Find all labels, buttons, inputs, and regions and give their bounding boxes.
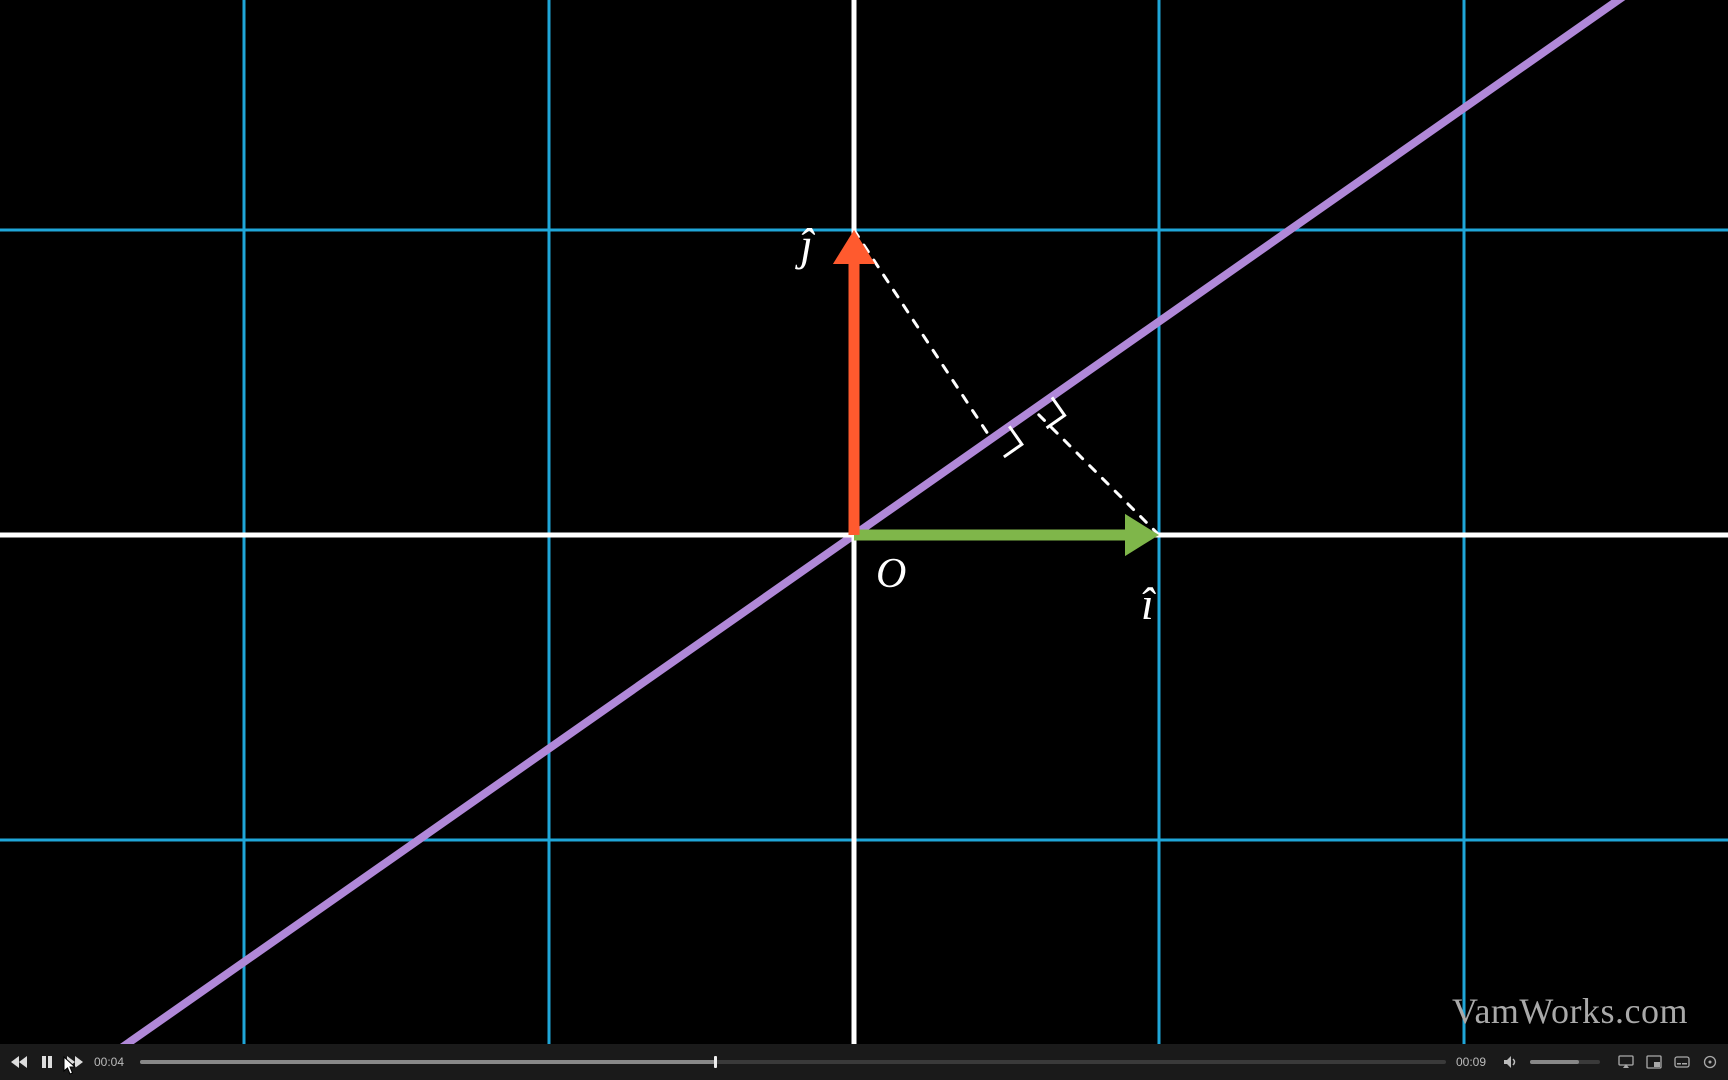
current-time: 00:04 <box>94 1055 130 1069</box>
video-frame: O î ĵ VamWorks.com 00:04 00:09 <box>0 0 1728 1080</box>
progress-knob[interactable] <box>714 1056 717 1068</box>
player-bar: 00:04 00:09 <box>0 1044 1728 1080</box>
subtitle-icon[interactable] <box>1674 1054 1690 1070</box>
fullscreen-icon[interactable] <box>1702 1054 1718 1070</box>
progress-bar[interactable] <box>140 1060 1446 1064</box>
diagram-canvas <box>0 0 1728 1080</box>
volume-bar[interactable] <box>1530 1060 1600 1064</box>
player-right-controls <box>1618 1054 1718 1070</box>
progress-fill <box>140 1060 715 1064</box>
total-time: 00:09 <box>1456 1055 1492 1069</box>
volume-icon[interactable] <box>1502 1053 1520 1071</box>
fast-forward-button[interactable] <box>66 1053 84 1071</box>
play-pause-button[interactable] <box>38 1053 56 1071</box>
airplay-icon[interactable] <box>1618 1054 1634 1070</box>
rewind-button[interactable] <box>10 1053 28 1071</box>
pip-icon[interactable] <box>1646 1054 1662 1070</box>
volume-fill <box>1530 1060 1579 1064</box>
